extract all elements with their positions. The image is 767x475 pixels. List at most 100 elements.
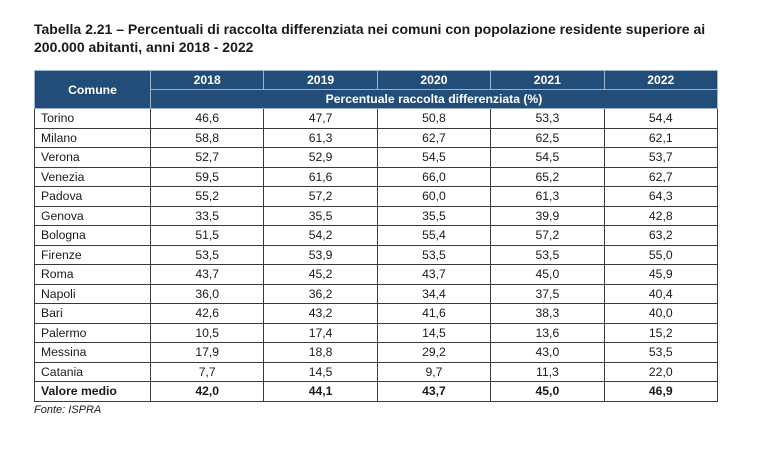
value-cell: 10,5 [149,322,265,343]
table-title: Tabella 2.21 – Percentuali di raccolta d… [34,21,706,55]
table-row: Bologna 51,5 54,2 55,4 57,2 63,2 [34,225,718,246]
value-cell: 54,4 [603,108,718,129]
value-cell: 40,4 [603,283,718,304]
value-cell: 45,0 [490,381,605,402]
value-cell: 55,4 [376,225,492,246]
year-header: 2021 [490,70,605,90]
value-cell: 34,4 [376,283,492,304]
table-header: Comune 2018 2019 2020 2021 2022 Percentu… [34,70,718,109]
value-cell: 9,7 [376,361,492,382]
comune-cell: Genova [34,205,151,226]
value-cell: 41,6 [376,303,492,324]
comune-cell: Firenze [34,244,151,265]
value-cell: 45,9 [603,264,718,285]
value-cell: 62,7 [376,127,492,148]
value-cell: 42,8 [603,205,718,226]
value-cell: 50,8 [376,108,492,129]
value-cell: 46,6 [149,108,265,129]
value-cell: 13,6 [490,322,605,343]
value-cell: 61,3 [490,186,605,207]
value-cell: 62,7 [603,166,718,187]
table-row: Verona 52,7 52,9 54,5 54,5 53,7 [34,147,718,168]
value-cell: 11,3 [490,361,605,382]
value-cell: 43,7 [376,264,492,285]
value-cell: 61,6 [263,166,378,187]
value-cell: 35,5 [376,205,492,226]
value-cell: 37,5 [490,283,605,304]
year-header: 2020 [376,70,492,90]
value-cell: 18,8 [263,342,378,363]
value-cell: 53,5 [603,342,718,363]
value-cell: 51,5 [149,225,265,246]
table-row: Torino 46,6 47,7 50,8 53,3 54,4 [34,108,718,129]
value-cell: 52,9 [263,147,378,168]
year-header: 2018 [149,70,265,90]
table-row: Venezia 59,5 61,6 66,0 65,2 62,7 [34,166,718,187]
value-cell: 54,2 [263,225,378,246]
value-cell: 44,1 [263,381,378,402]
value-cell: 43,0 [490,342,605,363]
comune-cell: Milano [34,127,151,148]
table-row: Milano 58,8 61,3 62,7 62,5 62,1 [34,127,718,148]
value-cell: 53,5 [490,244,605,265]
value-cell: 53,5 [376,244,492,265]
table-row: Messina 17,9 18,8 29,2 43,0 53,5 [34,342,718,363]
value-cell: 33,5 [149,205,265,226]
table-row: Genova 33,5 35,5 35,5 39,9 42,8 [34,205,718,226]
comune-cell: Venezia [34,166,151,187]
value-cell: 53,7 [603,147,718,168]
value-cell: 14,5 [376,322,492,343]
value-cell: 17,4 [263,322,378,343]
value-cell: 63,2 [603,225,718,246]
value-cell: 58,8 [149,127,265,148]
comune-cell: Padova [34,186,151,207]
average-row: Valore medio 42,0 44,1 43,7 45,0 46,9 [34,381,718,402]
value-cell: 38,3 [490,303,605,324]
value-cell: 14,5 [263,361,378,382]
value-cell: 29,2 [376,342,492,363]
value-cell: 54,5 [376,147,492,168]
table-row: Padova 55,2 57,2 60,0 61,3 64,3 [34,186,718,207]
value-cell: 36,2 [263,283,378,304]
value-cell: 59,5 [149,166,265,187]
value-cell: 47,7 [263,108,378,129]
comune-cell: Napoli [34,283,151,304]
value-cell: 22,0 [603,361,718,382]
table-row: Napoli 36,0 36,2 34,4 37,5 40,4 [34,283,718,304]
value-cell: 17,9 [149,342,265,363]
table-row: Roma 43,7 45,2 43,7 45,0 45,9 [34,264,718,285]
value-cell: 60,0 [376,186,492,207]
year-header: 2019 [263,70,378,90]
table-row: Palermo 10,5 17,4 14,5 13,6 15,2 [34,322,718,343]
value-cell: 54,5 [490,147,605,168]
value-cell: 45,0 [490,264,605,285]
comune-cell: Bologna [34,225,151,246]
comune-cell: Torino [34,108,151,129]
value-cell: 65,2 [490,166,605,187]
value-cell: 42,6 [149,303,265,324]
value-cell: 61,3 [263,127,378,148]
table-body: Torino 46,6 47,7 50,8 53,3 54,4 Milano 58,8 61,3… [34,108,718,402]
value-cell: 43,7 [376,381,492,402]
comune-cell: Bari [34,303,151,324]
value-cell: 42,0 [149,381,265,402]
value-cell: 57,2 [263,186,378,207]
value-cell: 7,7 [149,361,265,382]
comune-cell: Palermo [34,322,151,343]
value-cell: 62,5 [490,127,605,148]
comune-header: Comune [34,70,151,109]
table-row: Firenze 53,5 53,9 53,5 53,5 55,0 [34,244,718,265]
value-cell: 52,7 [149,147,265,168]
comune-cell: Verona [34,147,151,168]
comune-cell: Roma [34,264,151,285]
comune-cell: Valore medio [34,381,151,402]
table-row: Bari 42,6 43,2 41,6 38,3 40,0 [34,303,718,324]
percent-subheader: Percentuale raccolta differenziata (%) [150,89,718,109]
value-cell: 36,0 [149,283,265,304]
source-note: Fonte: ISPRA [34,404,102,416]
comune-cell: Catania [34,361,151,382]
recycling-table: Comune 2018 2019 2020 2021 2022 Percentu… [34,70,718,402]
value-cell: 66,0 [376,166,492,187]
value-cell: 39,9 [490,205,605,226]
value-cell: 40,0 [603,303,718,324]
